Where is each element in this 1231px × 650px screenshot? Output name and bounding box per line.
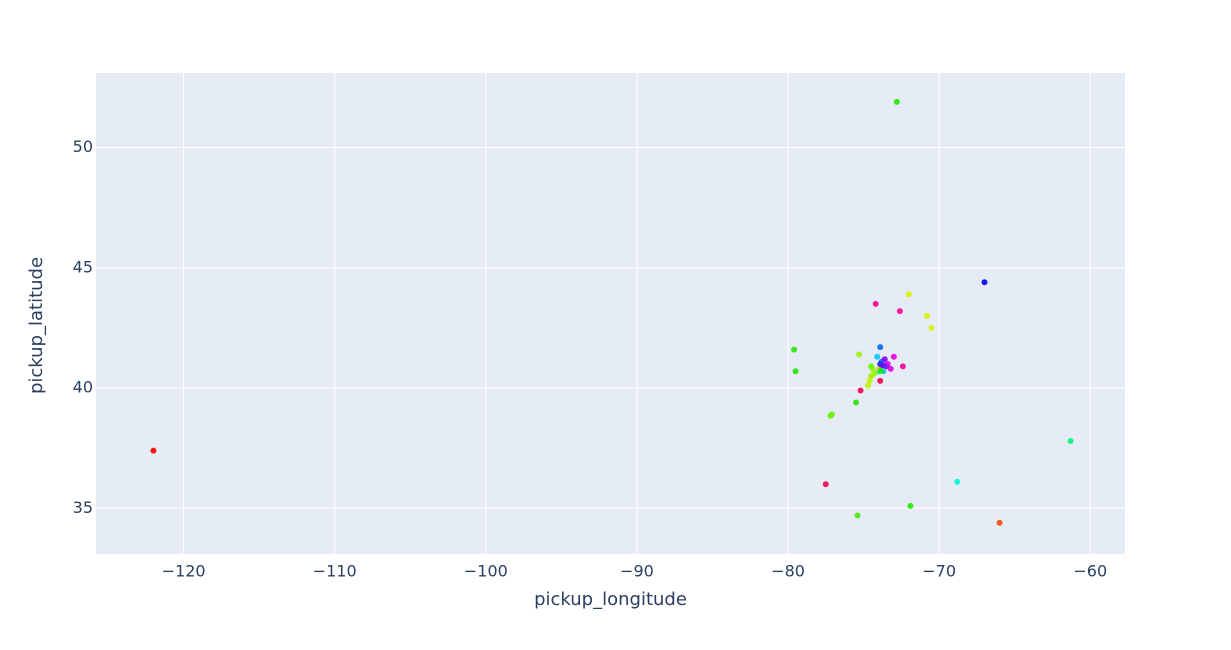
data-point	[865, 382, 872, 389]
data-points	[150, 98, 1074, 526]
plot-area	[96, 73, 1125, 554]
y-tick-labels: 35 40 45 50	[73, 137, 93, 517]
data-point	[877, 367, 884, 374]
data-point	[791, 346, 798, 353]
data-point	[879, 362, 886, 369]
data-point	[822, 481, 829, 488]
data-point	[856, 351, 863, 358]
x-tick-label: −90	[620, 562, 654, 581]
data-point	[854, 512, 861, 519]
data-point	[150, 447, 157, 454]
x-tick-label: −80	[771, 562, 805, 581]
data-point	[874, 353, 881, 360]
data-point	[881, 356, 888, 363]
x-tick-label: −120	[162, 562, 206, 581]
data-point	[857, 387, 864, 394]
data-point	[868, 373, 875, 380]
data-point	[853, 399, 860, 406]
data-point	[868, 363, 875, 370]
data-point	[996, 519, 1003, 526]
x-axis-title: pickup_longitude	[534, 589, 687, 610]
x-tick-labels: −120 −110 −100 −90 −80 −70 −60	[162, 562, 1107, 581]
data-point	[877, 377, 884, 384]
data-point	[1067, 437, 1074, 444]
data-point	[866, 377, 873, 384]
x-tick-label: −70	[922, 562, 956, 581]
x-tick-label: −110	[313, 562, 357, 581]
y-axis-title: pickup_latitude	[26, 257, 47, 394]
data-point	[905, 291, 912, 298]
data-point	[896, 308, 903, 315]
data-point	[877, 344, 884, 351]
x-tick-label: −60	[1073, 562, 1107, 581]
data-point	[907, 502, 914, 509]
data-point	[893, 98, 900, 105]
data-point	[928, 324, 935, 331]
x-tick-label: −100	[464, 562, 508, 581]
data-point	[872, 300, 879, 307]
data-point	[792, 368, 799, 375]
data-point	[981, 279, 988, 286]
y-gridlines	[96, 147, 1125, 509]
y-tick-label: 35	[73, 498, 93, 517]
data-point	[827, 412, 834, 419]
x-gridlines	[183, 73, 1091, 554]
data-point	[890, 353, 897, 360]
data-point	[924, 312, 931, 319]
data-point	[954, 478, 961, 485]
y-tick-label: 45	[73, 257, 93, 276]
data-point	[887, 365, 894, 372]
y-tick-label: 50	[73, 137, 93, 156]
y-tick-label: 40	[73, 378, 93, 397]
data-point	[899, 363, 906, 370]
